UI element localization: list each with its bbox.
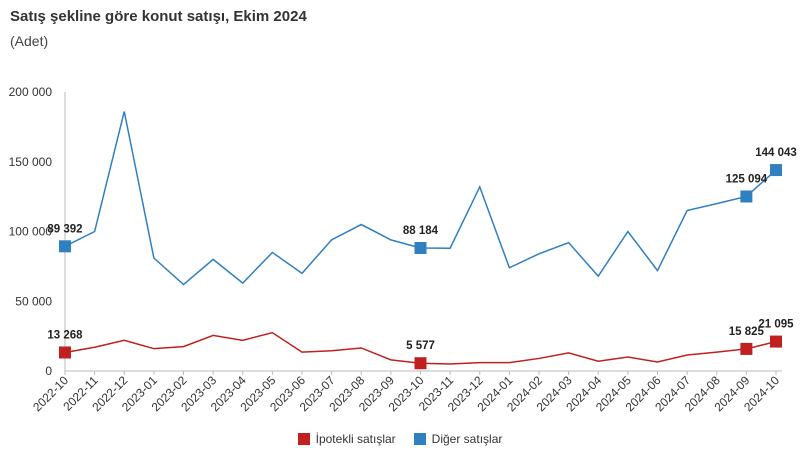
y-tick-label: 50 000 — [15, 294, 52, 308]
data-label-1: 144 043 — [755, 147, 797, 159]
legend-label-ipotekli: İpotekli satışlar — [315, 432, 396, 446]
data-label-1: 125 094 — [726, 173, 768, 185]
data-label-1: 88 184 — [403, 225, 439, 237]
data-label-1: 89 392 — [47, 223, 82, 235]
legend-label-diger: Diğer satışlar — [431, 432, 503, 446]
data-point-marker-0 — [414, 357, 427, 370]
legend-item-diger[interactable]: Diğer satışlar — [413, 432, 503, 446]
y-tick-label: 150 000 — [9, 155, 53, 169]
y-tick-label: 200 000 — [9, 85, 53, 99]
data-point-marker-1 — [740, 190, 753, 203]
data-point-marker-0 — [740, 342, 753, 355]
legend-swatch-ipotekli — [297, 433, 310, 445]
data-point-marker-0 — [59, 346, 71, 359]
data-point-marker-0 — [770, 335, 782, 348]
legend-item-ipotekli[interactable]: İpotekli satışlar — [297, 432, 396, 446]
y-tick-label: 100 000 — [9, 225, 53, 239]
data-label-0: 5 577 — [406, 340, 435, 352]
chart-legend: İpotekli satışlar Diğer satışlar — [0, 432, 800, 446]
chart-title: Satış şekline göre konut satışı, Ekim 20… — [10, 8, 307, 25]
chart-subtitle: (Adet) — [10, 33, 49, 49]
data-label-0: 21 095 — [758, 319, 794, 331]
data-label-0: 13 268 — [47, 329, 83, 341]
data-point-marker-1 — [414, 241, 427, 254]
data-point-marker-1 — [59, 240, 71, 253]
data-point-marker-1 — [770, 164, 782, 177]
data-label-0: 15 825 — [729, 326, 765, 338]
y-tick-label: 0 — [45, 364, 52, 378]
series-line-1 — [64, 111, 777, 286]
legend-swatch-diger — [413, 433, 426, 445]
